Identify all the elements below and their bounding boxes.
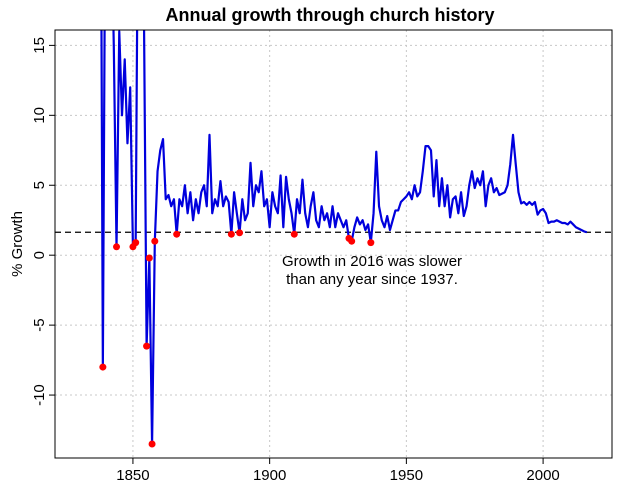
highlight-point: [113, 243, 121, 251]
y-tick-label: -10: [31, 384, 48, 406]
y-tick-label: 15: [31, 37, 48, 54]
highlight-point: [132, 239, 140, 247]
y-tick-label: 5: [31, 181, 48, 189]
highlight-point: [227, 230, 235, 238]
x-tick-label: 2000: [526, 467, 559, 484]
x-tick-label: 1850: [116, 467, 149, 484]
highlight-point: [173, 230, 181, 238]
highlight-point: [290, 230, 298, 238]
annotation: Growth in 2016 was slower: [282, 253, 462, 270]
chart-title: Annual growth through church history: [166, 5, 495, 25]
y-tick-label: 10: [31, 107, 48, 124]
highlight-point: [99, 363, 107, 371]
highlight-point: [143, 342, 151, 350]
data-line: [100, 30, 588, 446]
plot-frame: [54, 29, 613, 459]
y-tick-label: -5: [31, 318, 48, 331]
highlight-point: [145, 254, 153, 262]
x-tick-label: 1900: [253, 467, 286, 484]
plot-area: [99, 30, 588, 448]
highlight-point: [236, 229, 244, 237]
x-tick-label: 1950: [390, 467, 423, 484]
y-axis-label: % Growth: [9, 211, 26, 277]
highlight-point: [151, 237, 159, 245]
highlight-point: [367, 239, 375, 247]
annotation: than any year since 1937.: [286, 271, 458, 288]
highlight-point: [348, 237, 356, 245]
y-tick-label: 0: [31, 251, 48, 259]
highlight-point: [148, 440, 156, 448]
